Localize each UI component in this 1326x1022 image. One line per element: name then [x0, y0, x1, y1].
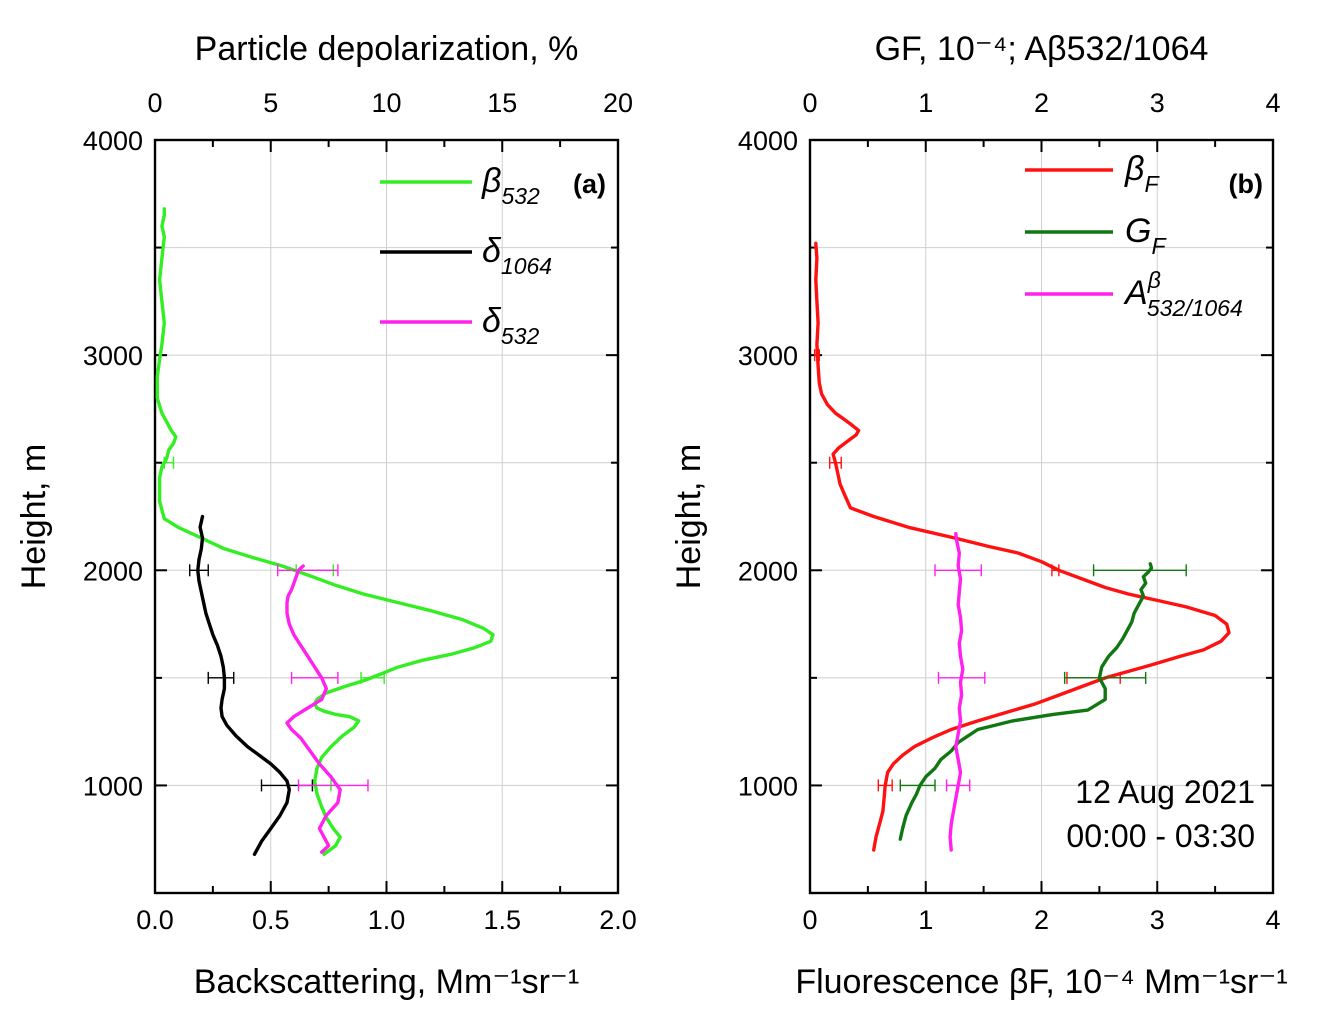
- panel-b: 0 1 2 3 4 0 1 2 3 4 1000 2000 3000 4000 Height, m Fluor…: [670, 30, 1288, 1001]
- x2-tick-label: 2: [1034, 88, 1049, 118]
- x-tick-label: 0.0: [136, 905, 174, 935]
- date-annotation: 00:00 - 03:30: [1066, 818, 1255, 854]
- y-axis-label: Height, m: [670, 444, 708, 590]
- x2-tick-label: 5: [263, 88, 278, 118]
- x2-tick-label: 0: [802, 88, 817, 118]
- x-axis-label: Fluorescence βF, 10⁻⁴ Mm⁻¹sr⁻¹: [795, 963, 1287, 1001]
- x-tick-label: 2.0: [599, 905, 637, 935]
- y-tick-label: 3000: [83, 341, 143, 371]
- legend-label-main: A: [1123, 274, 1148, 312]
- x-tick-label: 3: [1150, 905, 1165, 935]
- y-tick-label: 1000: [83, 771, 143, 801]
- legend-label-main: β: [481, 162, 501, 200]
- x-tick-label: 0.5: [252, 905, 290, 935]
- y-tick-label: 4000: [83, 126, 143, 156]
- y-tick-label: 3000: [738, 341, 798, 371]
- panel-tag: (a): [573, 169, 606, 199]
- x2-tick-label: 0: [147, 88, 162, 118]
- error-bar: [290, 671, 339, 684]
- plot-frame: [153, 138, 620, 895]
- series-line-β532: [155, 207, 495, 856]
- y-tick-label: 1000: [738, 771, 798, 801]
- legend-label-sub: 532: [501, 183, 540, 209]
- error-bar: [813, 349, 820, 362]
- x2-axis-label: Particle depolarization, %: [195, 30, 579, 68]
- x2-tick-label: 3: [1150, 88, 1165, 118]
- series-line-Aβ532/1064: [948, 532, 965, 852]
- error-bar: [207, 671, 235, 684]
- x-axis-label: Backscattering, Mm⁻¹sr⁻¹: [194, 963, 579, 1001]
- error-bar: [1051, 564, 1060, 577]
- legend-label-sub: F: [1144, 171, 1160, 197]
- error-bar: [1063, 671, 1147, 684]
- legend-label-main: β: [1124, 150, 1144, 188]
- legend-label: βF: [1124, 150, 1160, 197]
- error-bar: [297, 779, 369, 792]
- panel-tag: (b): [1229, 169, 1263, 199]
- series-line-GF: [898, 562, 1154, 841]
- legend-label-main: δ: [482, 232, 502, 270]
- y-tick-label: 2000: [83, 556, 143, 586]
- error-bar: [877, 779, 893, 792]
- x2-tick-label: 15: [487, 88, 517, 118]
- legend-label-sub: F: [1151, 233, 1167, 259]
- y-axis-label: Height, m: [15, 444, 53, 590]
- error-bar: [276, 564, 339, 577]
- x2-tick-label: 4: [1265, 88, 1280, 118]
- plot-frame: [808, 138, 1275, 895]
- legend-label-sub: 532/1064: [1147, 295, 1243, 321]
- legend-label-main: δ: [482, 302, 502, 340]
- legend-label-sub: 532: [501, 323, 540, 349]
- y-tick-label: 4000: [738, 126, 798, 156]
- error-bar: [934, 564, 983, 577]
- series-line-δ1064: [196, 514, 291, 856]
- date-annotation: 12 Aug 2021: [1075, 774, 1255, 810]
- legend-label-main: G: [1125, 212, 1151, 250]
- x-tick-label: 1: [918, 905, 933, 935]
- legend-label: δ532: [482, 302, 539, 349]
- error-bar: [828, 456, 842, 469]
- legend-label: Aβ 532/1064: [1123, 267, 1243, 321]
- error-bar: [163, 456, 175, 469]
- legend-label: β532: [481, 162, 540, 209]
- y-tick-label: 2000: [738, 556, 798, 586]
- error-bar: [1092, 564, 1187, 577]
- x2-tick-label: 10: [371, 88, 401, 118]
- x-tick-label: 1.5: [483, 905, 521, 935]
- x2-tick-label: 20: [603, 88, 633, 118]
- x-tick-label: 1.0: [368, 905, 406, 935]
- x-tick-label: 0: [802, 905, 817, 935]
- error-bar: [899, 779, 936, 792]
- legend-label-sub: 1064: [501, 253, 552, 279]
- panel-a: 0.0 0.5 1.0 1.5 2.0 0 5 10 15 20 1000 2000 3000 4000 H…: [15, 30, 637, 1001]
- error-bar: [360, 671, 385, 684]
- error-bar: [189, 564, 209, 577]
- legend-label: δ1064: [482, 232, 552, 279]
- legend-label-sup: β: [1147, 267, 1161, 293]
- x2-axis-label: GF, 10⁻⁴; Aβ532/1064: [875, 30, 1209, 68]
- x2-tick-label: 1: [918, 88, 933, 118]
- error-bar: [937, 671, 986, 684]
- series-line-δ532: [285, 564, 342, 854]
- error-bar: [945, 779, 971, 792]
- legend-label: GF: [1125, 212, 1167, 259]
- x-tick-label: 2: [1034, 905, 1049, 935]
- series-line-βF: [814, 241, 1231, 852]
- x-tick-label: 4: [1265, 905, 1280, 935]
